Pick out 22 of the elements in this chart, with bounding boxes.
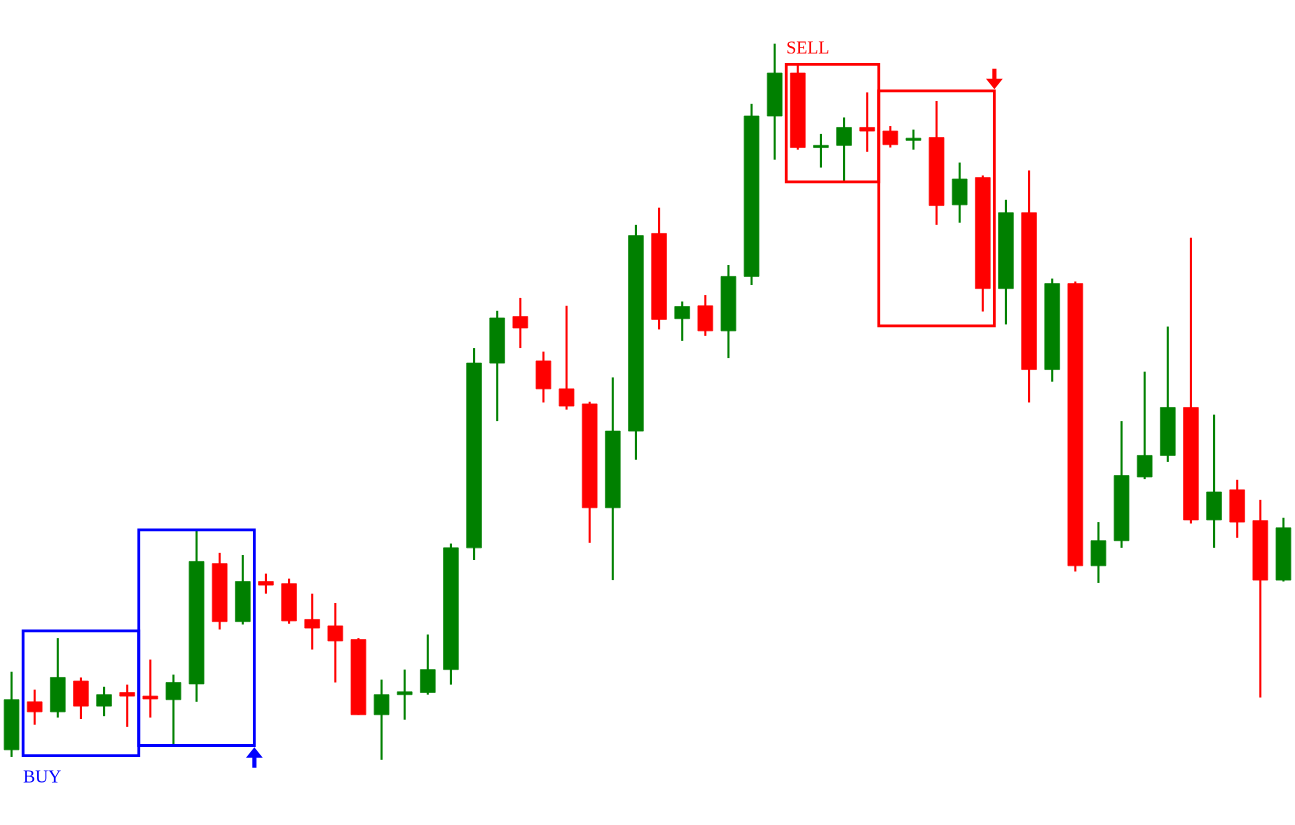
candlestick xyxy=(165,673,182,747)
candlestick xyxy=(859,91,875,153)
candlestick xyxy=(96,685,112,718)
candlestick xyxy=(119,683,135,728)
candlestick xyxy=(142,658,159,719)
candlestick xyxy=(258,572,274,595)
candlestick xyxy=(882,125,899,149)
candlestick xyxy=(420,633,436,696)
candlestick xyxy=(26,688,43,726)
candlestick xyxy=(674,300,690,342)
candlestick xyxy=(813,132,829,169)
candlestick xyxy=(905,128,922,151)
candlestick xyxy=(558,304,575,411)
candlestick xyxy=(373,678,390,761)
text: BUY xyxy=(23,770,61,783)
annotation: SELL xyxy=(787,41,829,54)
candlestick xyxy=(396,668,413,721)
candlestick xyxy=(304,592,320,651)
candlestick xyxy=(1136,370,1153,481)
candlestick xyxy=(512,296,529,350)
candlestick xyxy=(327,601,344,684)
candlestick xyxy=(836,116,852,183)
